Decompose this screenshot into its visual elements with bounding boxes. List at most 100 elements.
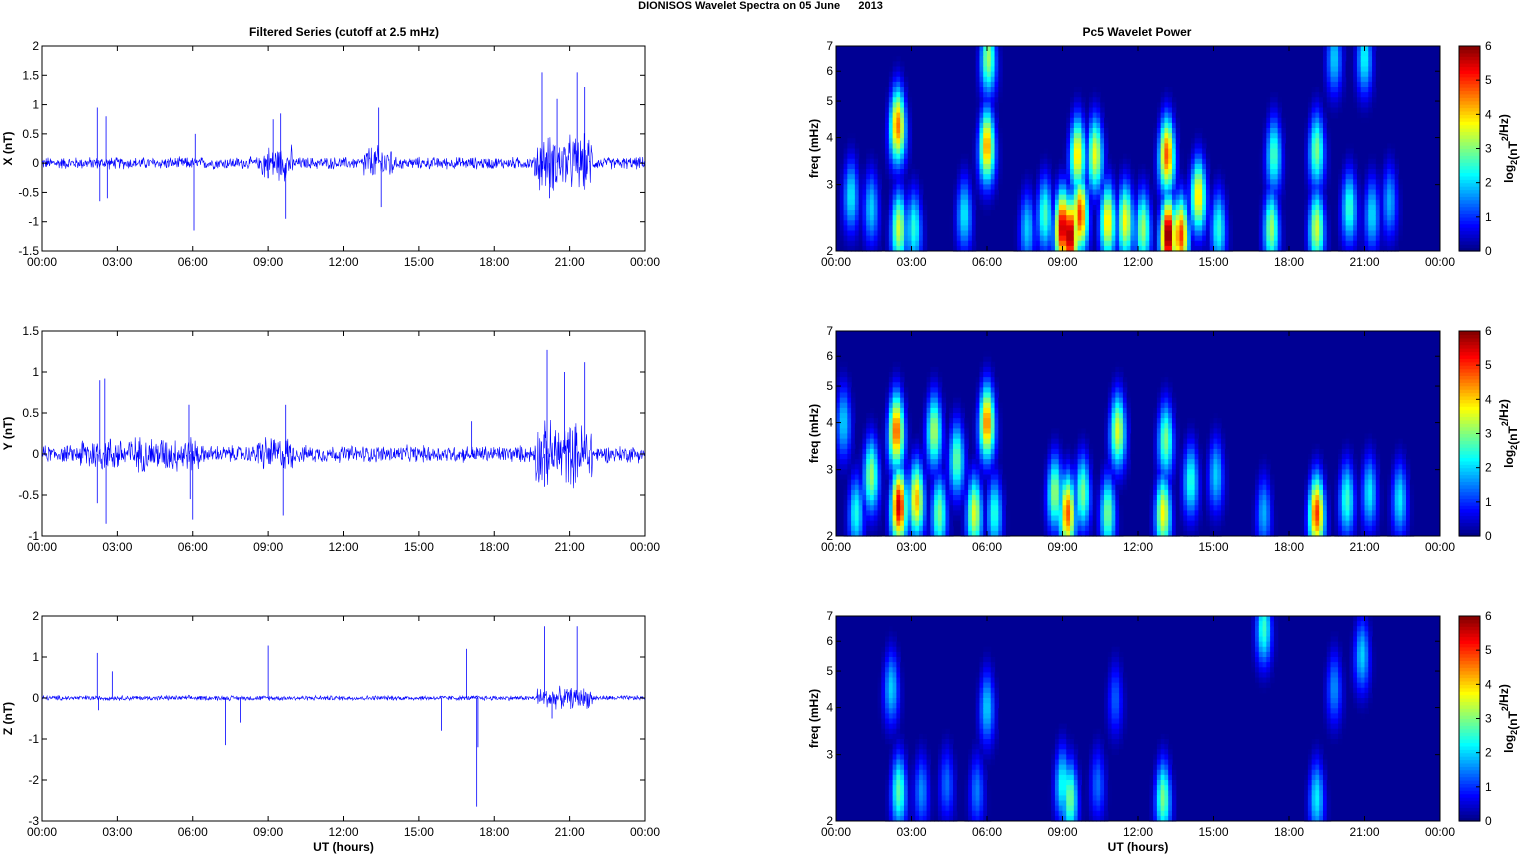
heatmap-cell — [998, 179, 1003, 185]
heatmap-cell — [1141, 179, 1147, 185]
heatmap-cell — [1364, 230, 1369, 237]
heatmap-cell — [1338, 194, 1343, 201]
xtick-label-ts-Y-0: 00:00 — [27, 540, 57, 554]
heatmap-cell — [1187, 189, 1192, 196]
heatmap-cell — [1081, 464, 1086, 470]
heatmap-cell — [1221, 215, 1226, 221]
heatmap-cell — [949, 210, 954, 216]
heatmap-cell — [987, 66, 992, 73]
heatmap-cell — [900, 66, 905, 73]
heatmap-cell — [892, 407, 898, 414]
heatmap-cell — [1190, 204, 1196, 211]
heatmap-cell — [1058, 500, 1064, 506]
heatmap-cell — [1213, 215, 1218, 221]
heatmap-cell — [1372, 76, 1377, 83]
heatmap-cell — [922, 194, 928, 201]
heatmap-cell — [1058, 520, 1064, 527]
heatmap-cell — [1334, 97, 1339, 103]
heatmap-cell — [1039, 489, 1045, 496]
heatmap-cell — [1024, 215, 1030, 221]
heatmap-cell — [975, 143, 981, 150]
heatmap-cell — [1345, 220, 1351, 226]
heatmap-cell — [888, 76, 894, 83]
colorbar-swatch — [1459, 97, 1480, 102]
heatmap-cell — [1119, 194, 1124, 201]
heatmap-cell — [1039, 225, 1045, 232]
heatmap-cell — [1345, 199, 1351, 206]
heatmap-cell — [964, 174, 969, 180]
heatmap-cell — [1096, 148, 1101, 155]
heatmap-cell — [1039, 505, 1045, 511]
heatmap-cell — [1360, 102, 1366, 109]
heatmap-cell — [1066, 443, 1071, 450]
heatmap-cell — [1187, 169, 1192, 175]
heatmap-cell — [907, 174, 913, 180]
heatmap-cell — [1156, 179, 1162, 185]
heatmap-cell — [1221, 169, 1226, 175]
heatmap-cell — [930, 413, 935, 419]
heatmap-cell — [900, 215, 905, 221]
heatmap-cell — [1077, 428, 1082, 435]
heatmap-cell — [1054, 448, 1060, 455]
heatmap-cell — [1266, 153, 1271, 160]
heatmap-cell — [1047, 433, 1052, 440]
heatmap-cell — [1020, 215, 1026, 221]
heatmap-cell — [1179, 163, 1184, 170]
heatmap-cell — [896, 459, 901, 465]
heatmap-cell — [873, 215, 879, 221]
heatmap-cell — [1277, 133, 1283, 139]
heatmap-cell — [1221, 179, 1226, 185]
heatmap-cell — [1062, 510, 1067, 517]
heatmap-cell — [1160, 235, 1166, 242]
heatmap-cell — [1073, 184, 1079, 191]
heatmap-cell — [877, 230, 882, 237]
heatmap-cell — [1126, 174, 1132, 180]
heatmap-cell — [1319, 204, 1324, 211]
heatmap-cell — [896, 128, 901, 134]
heatmap-cell — [998, 402, 1003, 409]
heatmap-cell — [964, 210, 969, 216]
heatmap-cell — [896, 469, 901, 476]
heatmap-cell — [1390, 189, 1396, 196]
heatmap-cell — [990, 377, 996, 383]
heatmap-cell — [1062, 163, 1067, 170]
heatmap-cell — [1322, 158, 1328, 165]
heatmap-cell — [836, 407, 841, 414]
heatmap-cell — [979, 372, 984, 378]
heatmap-cell — [854, 495, 860, 501]
heatmap-cell — [1073, 189, 1079, 196]
heatmap-cell — [1085, 220, 1090, 226]
heatmap-cell — [1326, 133, 1332, 139]
heatmap-cell — [1262, 184, 1267, 191]
heatmap-cell — [1119, 199, 1124, 206]
heatmap-cell — [858, 530, 864, 537]
heatmap-cell — [911, 438, 916, 445]
heatmap-cell — [956, 235, 962, 242]
heatmap-cell — [866, 179, 871, 185]
heatmap-cell — [896, 102, 901, 109]
heatmap-cell — [1258, 143, 1264, 150]
heatmap-cell — [926, 438, 931, 445]
heatmap-cell — [968, 210, 973, 216]
heatmap-cell — [1307, 112, 1313, 119]
heatmap-cell — [1262, 199, 1267, 206]
heatmap-cell — [1345, 225, 1351, 232]
heatmap-cell — [1017, 225, 1022, 232]
heatmap-cell — [1062, 525, 1067, 532]
heatmap-cell — [1073, 174, 1079, 180]
heatmap-cell — [1070, 204, 1075, 211]
heatmap-cell — [911, 479, 916, 486]
heatmap-cell — [1190, 199, 1196, 206]
heatmap-cell — [1394, 169, 1400, 175]
heatmap-cell — [1281, 138, 1286, 144]
colorbar-swatch — [1459, 93, 1480, 98]
heatmap-cell — [1190, 143, 1196, 150]
heatmap-cell — [983, 418, 988, 424]
heatmap-cell — [1111, 397, 1116, 404]
heatmap-cell — [1281, 199, 1286, 206]
heatmap-cell — [843, 479, 848, 486]
heatmap-cell — [1054, 179, 1060, 185]
heatmap-cell — [1353, 240, 1358, 247]
heatmap-cell — [1058, 158, 1064, 165]
heatmap-cell — [919, 489, 924, 496]
